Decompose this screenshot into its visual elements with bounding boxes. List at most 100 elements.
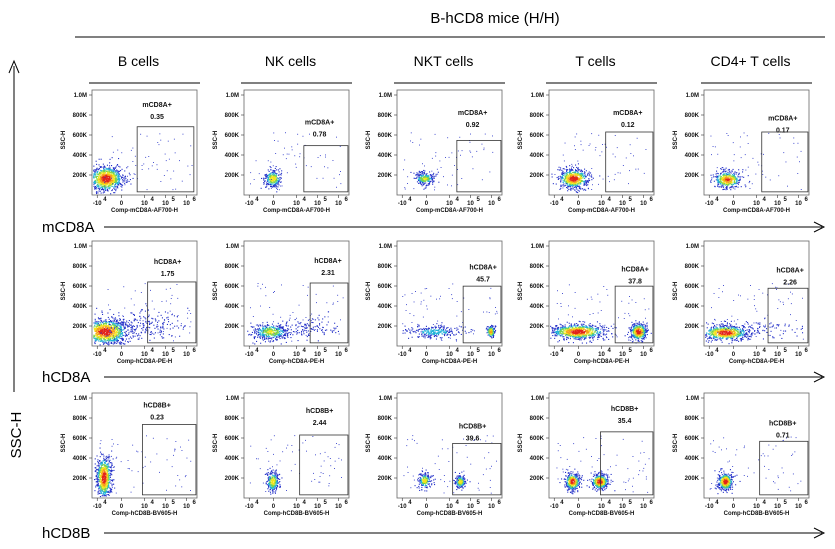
event-dot — [113, 337, 115, 339]
event-dot — [727, 175, 729, 177]
event-dot — [111, 172, 113, 174]
event-dot — [130, 149, 132, 151]
event-dot — [267, 330, 269, 332]
event-dot — [745, 185, 747, 187]
event-dot — [319, 323, 321, 325]
event-dot — [100, 176, 102, 178]
event-dot — [102, 313, 104, 315]
event-dot — [153, 333, 155, 335]
event-dot — [421, 173, 423, 175]
event-dot — [112, 180, 114, 182]
event-dot — [112, 183, 114, 185]
event-dot — [108, 326, 110, 328]
gate-label: hCD8A+ — [154, 259, 181, 266]
x-tick-label: 10 — [619, 201, 626, 207]
event-dot — [101, 180, 103, 182]
event-dot — [93, 173, 95, 175]
event-dot — [94, 180, 96, 182]
event-dot — [629, 170, 630, 172]
event-dot — [119, 341, 121, 343]
figure-title: B-hCD8 mice (H/H) — [430, 10, 559, 27]
event-dot — [101, 186, 103, 188]
event-dot — [122, 179, 124, 181]
event-dot — [97, 170, 99, 172]
event-dot — [564, 172, 566, 174]
event-dot — [123, 322, 125, 324]
event-dot — [300, 325, 302, 327]
event-dot — [434, 335, 436, 337]
x-tick-label: 10 — [183, 201, 190, 207]
event-dot — [103, 342, 105, 344]
event-dot — [141, 309, 143, 311]
event-dot — [100, 320, 102, 322]
event-dot — [256, 340, 258, 342]
event-dot — [118, 178, 120, 180]
event-dot — [262, 331, 264, 333]
event-dot — [262, 335, 264, 337]
event-dot — [282, 331, 284, 333]
event-dot — [308, 334, 310, 336]
event-dot — [256, 329, 258, 331]
event-dot — [128, 172, 130, 174]
event-dot — [98, 321, 100, 323]
event-dot — [421, 183, 423, 185]
event-dot — [727, 180, 729, 182]
event-dot — [132, 325, 134, 327]
event-dot — [108, 334, 110, 336]
event-dot — [160, 330, 162, 332]
event-dot — [120, 324, 122, 326]
event-dot — [262, 334, 264, 336]
event-dot — [114, 335, 116, 337]
event-dot — [569, 169, 571, 171]
event-dot — [105, 331, 107, 333]
event-dot — [133, 314, 135, 315]
event-dot — [269, 330, 271, 332]
event-dot — [94, 175, 96, 177]
event-dot — [114, 335, 116, 337]
event-dot — [572, 165, 573, 167]
event-dot — [560, 185, 562, 187]
event-dot — [722, 177, 724, 179]
event-dot — [580, 174, 582, 176]
event-dot — [572, 180, 574, 182]
event-dot — [159, 331, 161, 333]
event-dot — [298, 332, 300, 334]
event-dot — [492, 151, 494, 153]
event-dot — [110, 328, 112, 330]
event-dot — [108, 187, 110, 189]
event-dot — [104, 170, 106, 172]
event-dot — [268, 324, 270, 326]
event-dot — [432, 177, 434, 179]
event-dot — [285, 332, 287, 334]
event-dot — [101, 325, 103, 327]
event-dot — [162, 324, 164, 326]
event-dot — [318, 319, 320, 321]
panel-frame — [396, 240, 503, 347]
event-dot — [254, 328, 256, 330]
event-dot — [588, 145, 590, 146]
event-dot — [94, 325, 96, 327]
event-dot — [718, 176, 720, 178]
event-dot — [128, 325, 130, 327]
event-dot — [591, 133, 593, 135]
event-dot — [275, 185, 277, 187]
x-tick-label: 10 — [162, 201, 169, 207]
event-dot — [585, 183, 587, 185]
event-dot — [104, 183, 106, 185]
event-dot — [278, 189, 280, 191]
event-dot — [104, 169, 106, 171]
event-dot — [121, 329, 123, 331]
event-dot — [718, 184, 720, 186]
event-dot — [617, 172, 619, 174]
event-dot — [265, 332, 267, 334]
event-dot — [308, 325, 310, 327]
event-dot — [311, 321, 313, 323]
event-dot — [433, 177, 435, 179]
event-dot — [423, 172, 425, 174]
event-dot — [450, 327, 452, 329]
event-dot — [469, 150, 471, 152]
event-dot — [102, 186, 104, 188]
event-dot — [101, 321, 103, 323]
x-tick-label: 10 — [141, 201, 148, 207]
event-dot — [559, 169, 561, 171]
